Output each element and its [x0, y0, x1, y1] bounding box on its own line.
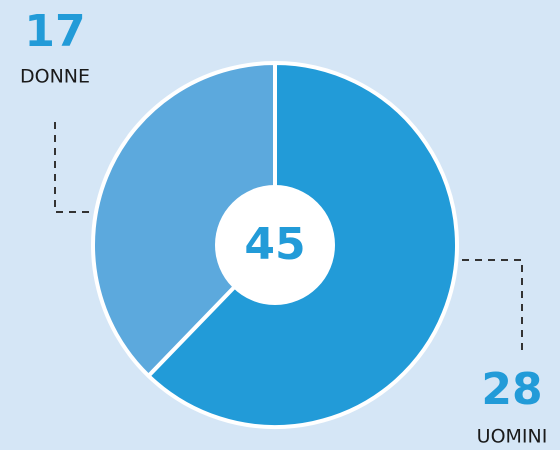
total-label: 45 [244, 219, 305, 270]
center-circle [215, 185, 335, 305]
value-label: 28 [481, 364, 542, 415]
connector [462, 259, 523, 350]
value-label: 17 [24, 6, 85, 57]
connector [54, 122, 96, 213]
category-label: UOMINI [477, 426, 548, 448]
category-label: DONNE [20, 66, 90, 88]
slice [91, 61, 277, 378]
